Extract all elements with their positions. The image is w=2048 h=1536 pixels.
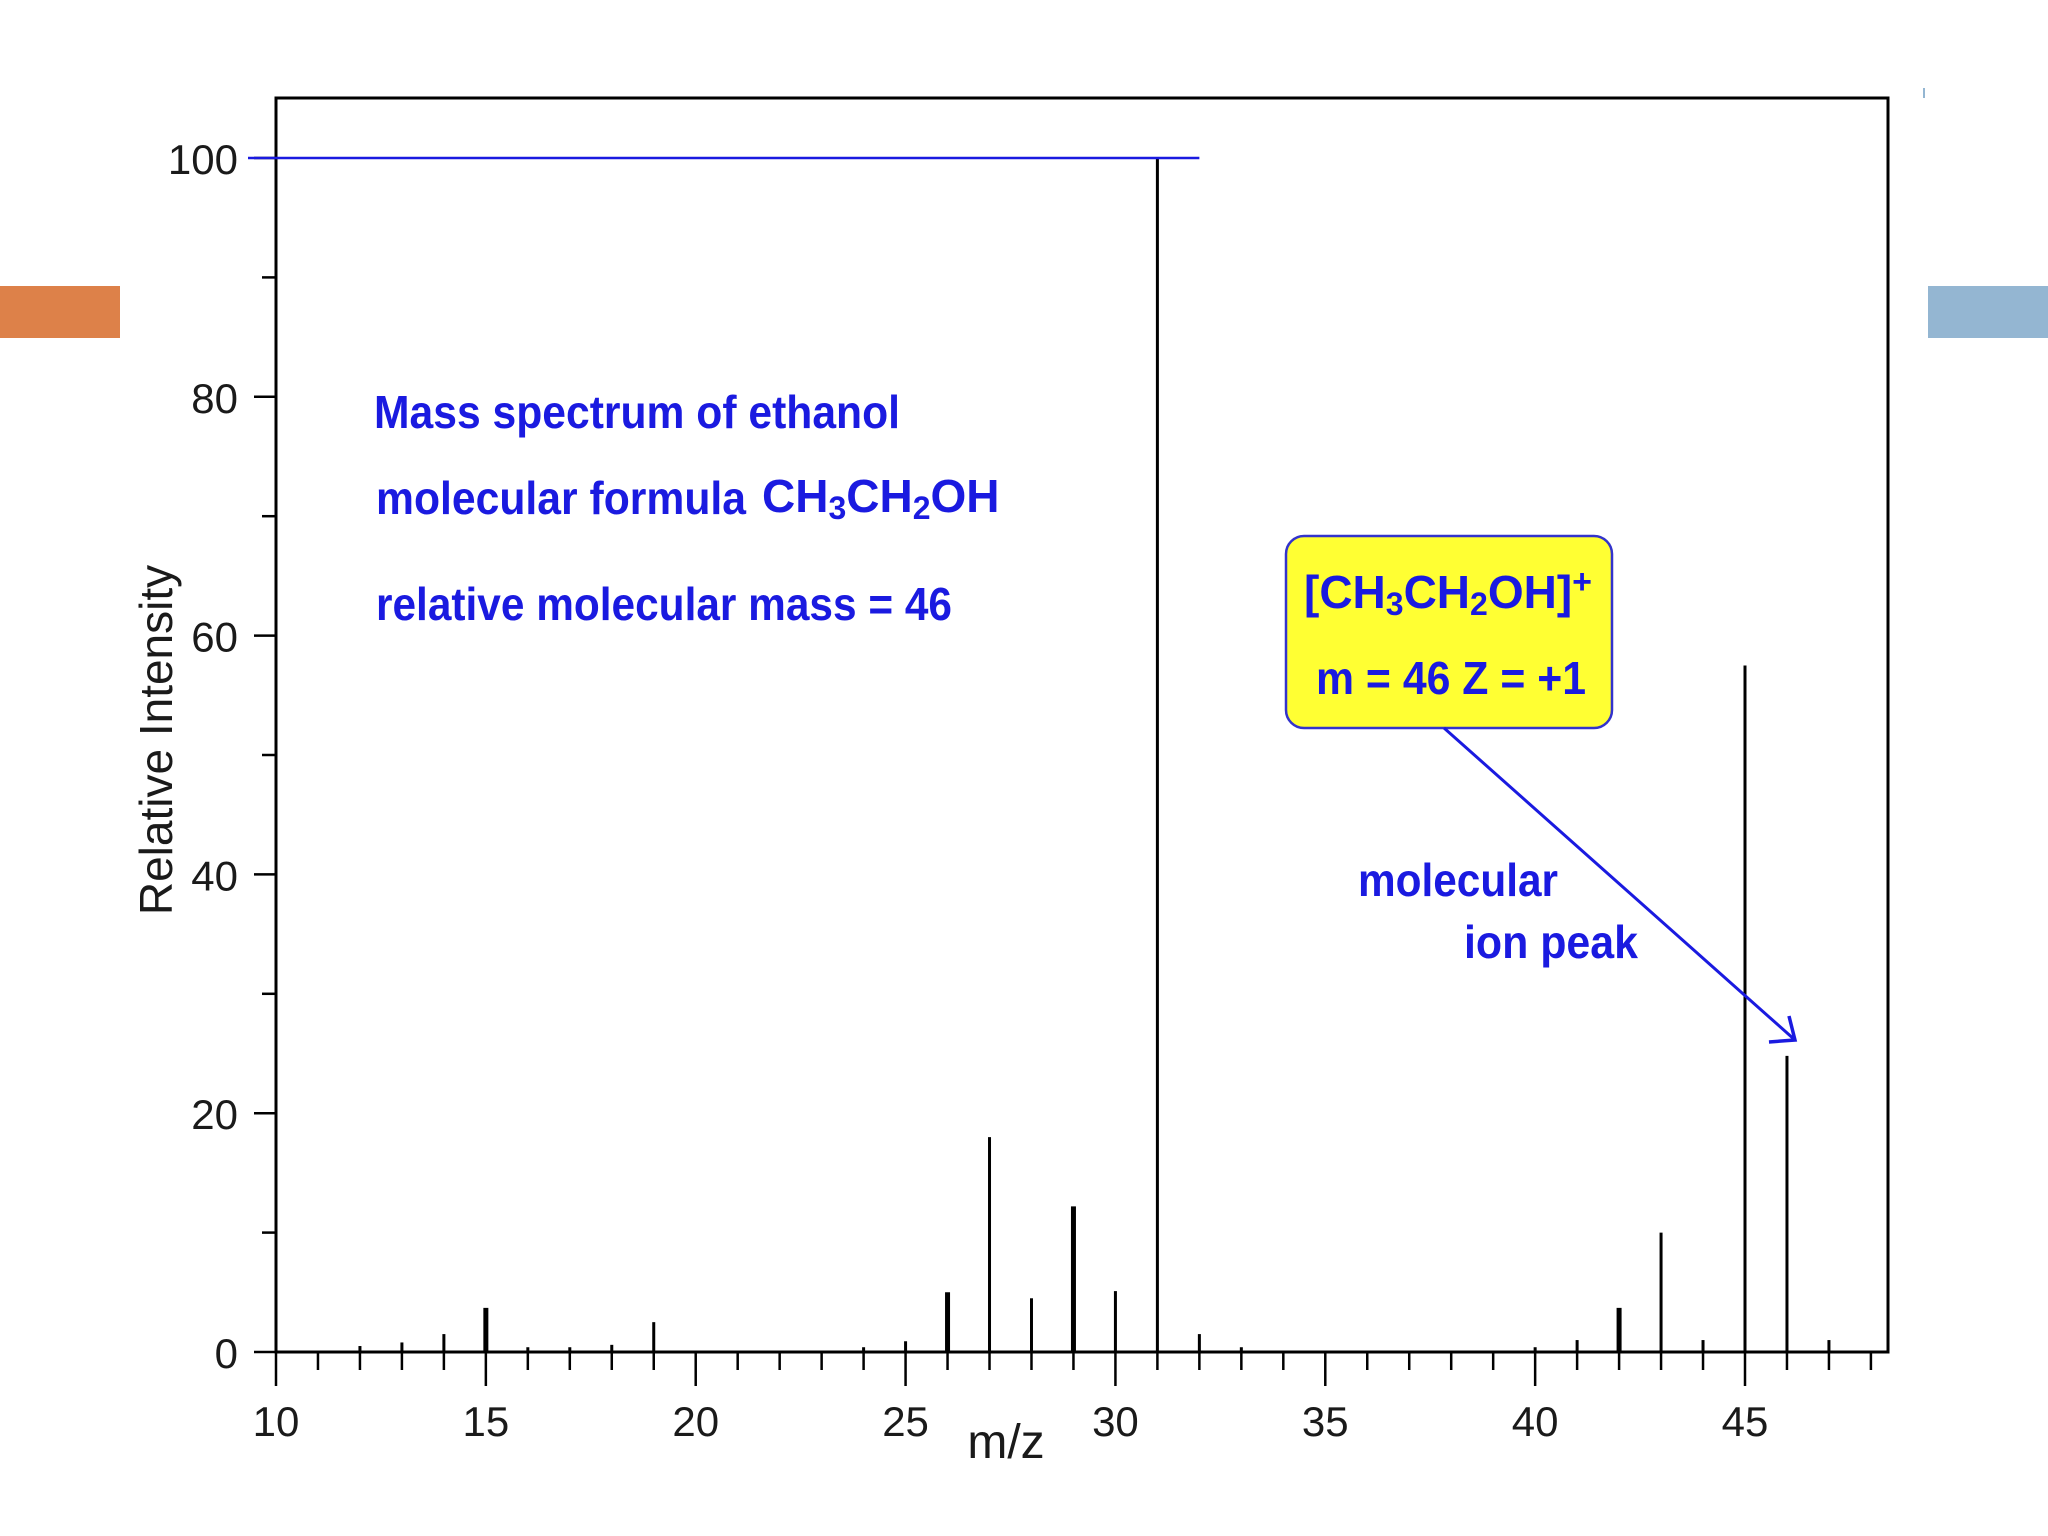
molecular-ion-label-line1: molecular — [1358, 854, 1558, 906]
x-tick-label: 35 — [1302, 1398, 1349, 1445]
x-axis-label: m/z — [967, 1416, 1044, 1469]
peak-bars — [358, 158, 1831, 1352]
x-tick-label: 20 — [672, 1398, 719, 1445]
y-axis-label: Relative Intensity — [130, 565, 182, 915]
molecular-ion-mass-charge: m = 46 Z = +1 — [1316, 652, 1586, 704]
relative-molecular-mass: relative molecular mass = 46 — [376, 578, 952, 630]
y-tick-label: 0 — [215, 1330, 238, 1377]
molecular-ion-label-line2: ion peak — [1464, 916, 1638, 968]
slide-accent-bar-left — [0, 286, 120, 338]
x-tick-label: 25 — [882, 1398, 929, 1445]
slide-accent-bar-right — [1928, 286, 2048, 338]
x-tick-label: 40 — [1512, 1398, 1559, 1445]
x-tick-label: 15 — [462, 1398, 509, 1445]
y-axis: 0 20 40 60 80 100 — [168, 136, 276, 1377]
molecular-ion-arrow — [1443, 726, 1798, 1044]
x-tick-label: 45 — [1722, 1398, 1769, 1445]
y-tick-label: 100 — [168, 136, 238, 183]
plot-frame — [274, 96, 1890, 1354]
molecular-ion-box — [1284, 534, 1614, 730]
arrow-shaft — [1443, 726, 1796, 1042]
molecular-formula: CH3CH2OH — [762, 470, 1000, 526]
molecular-ion-formula: [CH3CH2OH]+ — [1304, 563, 1592, 622]
arrow-head — [1768, 1015, 1798, 1044]
y-tick-label: 40 — [191, 852, 238, 899]
x-tick-label: 30 — [1092, 1398, 1139, 1445]
molecular-formula-label: molecular formula — [376, 472, 746, 524]
y-tick-label: 80 — [191, 375, 238, 422]
spectrum-title: Mass spectrum of ethanol — [374, 386, 900, 438]
y-tick-label: 60 — [191, 614, 238, 661]
x-tick-label: 10 — [253, 1398, 300, 1445]
y-tick-label: 20 — [191, 1091, 238, 1138]
x-axis: 10 15 20 25 30 35 40 45 — [253, 1350, 1888, 1445]
